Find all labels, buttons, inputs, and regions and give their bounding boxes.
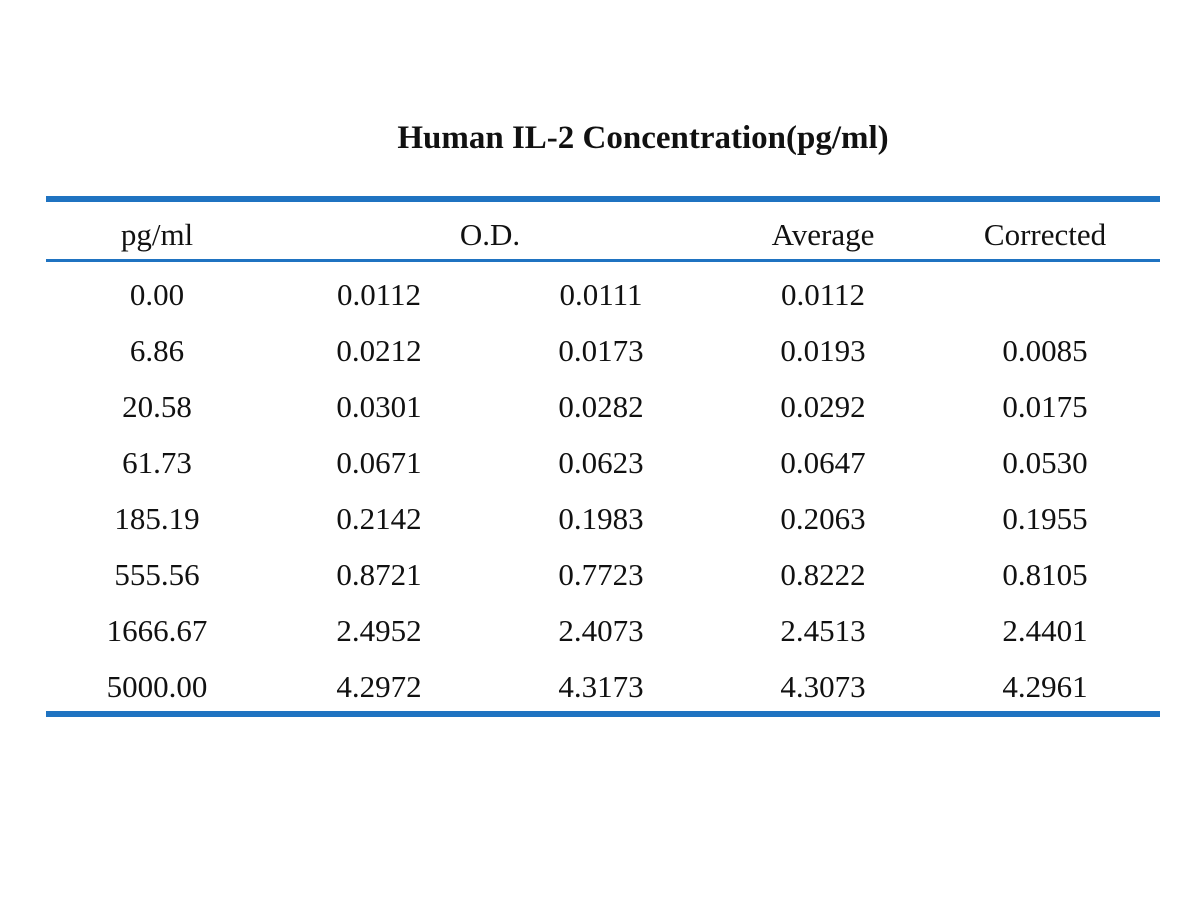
header-rule xyxy=(46,259,1160,262)
cell-corrected: 4.2961 xyxy=(1002,669,1088,704)
cell-corrected: 2.4401 xyxy=(1002,613,1088,648)
cell-corrected: 0.0530 xyxy=(1002,445,1088,480)
top-rule xyxy=(46,196,1160,202)
header-average: Average xyxy=(771,217,875,252)
cell-od-2: 0.0282 xyxy=(558,389,644,424)
cell-od-2: 0.0623 xyxy=(558,445,644,480)
cell-od-2: 0.0111 xyxy=(559,277,643,312)
cell-od-1: 0.2142 xyxy=(336,501,422,536)
cell-od-1: 4.2972 xyxy=(336,669,422,704)
cell-corrected: 0.8105 xyxy=(1002,557,1088,592)
cell-od-2: 0.1983 xyxy=(558,501,644,536)
cell-concentration: 555.56 xyxy=(114,557,200,592)
cell-concentration: 1666.67 xyxy=(106,613,208,648)
cell-average: 0.0292 xyxy=(780,389,866,424)
header-corrected: Corrected xyxy=(983,217,1107,252)
cell-od-2: 2.4073 xyxy=(558,613,644,648)
cell-corrected: 0.0175 xyxy=(1002,389,1088,424)
cell-average: 0.0112 xyxy=(780,277,866,312)
cell-od-2: 4.3173 xyxy=(558,669,644,704)
cell-od-1: 0.0212 xyxy=(336,333,422,368)
cell-concentration: 185.19 xyxy=(114,501,200,536)
cell-od-2: 0.0173 xyxy=(558,333,644,368)
cell-average: 4.3073 xyxy=(780,669,866,704)
cell-od-2: 0.7723 xyxy=(558,557,644,592)
cell-average: 0.2063 xyxy=(780,501,866,536)
cell-concentration: 61.73 xyxy=(122,445,192,480)
cell-concentration: 5000.00 xyxy=(106,669,208,704)
cell-corrected: 0.0085 xyxy=(1002,333,1088,368)
cell-average: 0.0647 xyxy=(780,445,866,480)
cell-od-1: 0.0671 xyxy=(336,445,422,480)
cell-od-1: 0.0301 xyxy=(336,389,422,424)
cell-concentration: 20.58 xyxy=(122,389,192,424)
cell-average: 0.0193 xyxy=(780,333,866,368)
header-concentration: pg/ml xyxy=(120,217,194,252)
cell-od-1: 0.8721 xyxy=(336,557,422,592)
header-od: O.D. xyxy=(459,217,521,252)
table-title: Human IL-2 Concentration(pg/ml) xyxy=(397,120,889,156)
cell-od-1: 0.0112 xyxy=(336,277,422,312)
cell-concentration: 6.86 xyxy=(129,333,185,368)
cell-corrected: 0.1955 xyxy=(1002,501,1088,536)
cell-average: 0.8222 xyxy=(780,557,866,592)
cell-average: 2.4513 xyxy=(780,613,866,648)
cell-concentration: 0.00 xyxy=(129,277,185,312)
cell-od-1: 2.4952 xyxy=(336,613,422,648)
bottom-rule xyxy=(46,711,1160,717)
